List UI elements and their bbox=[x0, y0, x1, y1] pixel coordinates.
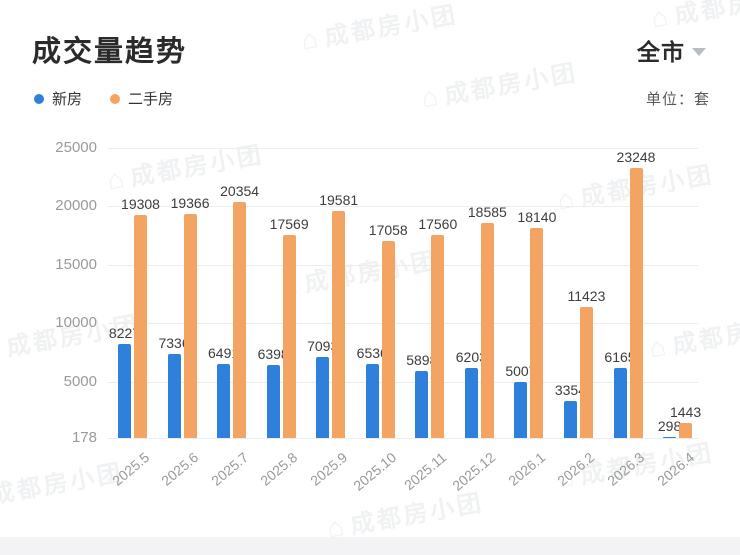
unit-label: 单位：套 bbox=[645, 91, 710, 108]
new-home-bar bbox=[316, 357, 330, 438]
x-axis-label: 2026.1 bbox=[505, 449, 549, 489]
resale-home-bar bbox=[579, 306, 593, 438]
region-selector-label: 全市 bbox=[637, 39, 685, 65]
page-title: 成交量趋势 bbox=[32, 36, 188, 68]
x-axis-label: 2025.10 bbox=[350, 449, 400, 494]
resale-home-bar bbox=[431, 234, 445, 438]
bar-value-label: 6165 bbox=[604, 349, 636, 366]
gridline bbox=[108, 264, 698, 266]
bar-value-label: 3354 bbox=[554, 381, 587, 398]
bar-value-label: 18140 bbox=[517, 209, 557, 226]
resale-home-bar bbox=[480, 222, 494, 438]
resale-home-bar bbox=[629, 168, 643, 438]
x-axis-label: 2026.4 bbox=[653, 449, 697, 489]
x-axis-label: 2025.12 bbox=[449, 449, 499, 494]
legend-item-label: 新房 bbox=[52, 91, 83, 108]
bar-value-label: 17560 bbox=[418, 215, 458, 232]
gridline bbox=[108, 148, 698, 149]
new-home-bar bbox=[563, 400, 577, 438]
x-axis-label: 2025.8 bbox=[257, 449, 301, 489]
new-home-bar bbox=[663, 436, 677, 438]
legend-item-resale-home[interactable]: 二手房 bbox=[110, 88, 173, 109]
y-axis-tick-label: 178 bbox=[71, 429, 97, 446]
bar-value-label: 5898 bbox=[406, 352, 438, 369]
bar-value-label: 8227 bbox=[108, 324, 141, 341]
x-axis-label: 2026.2 bbox=[554, 449, 598, 489]
x-axis-label: 2025.5 bbox=[108, 449, 152, 489]
bar-value-label: 6203 bbox=[455, 348, 487, 365]
new-home-bar bbox=[514, 381, 528, 438]
bar-value-label: 17058 bbox=[368, 221, 408, 238]
new-home-bar bbox=[415, 371, 429, 438]
bar-value-label: 7336 bbox=[158, 335, 190, 352]
bar-value-label: 19581 bbox=[319, 192, 359, 209]
gridline bbox=[108, 438, 698, 439]
y-axis-tick-label: 25000 bbox=[55, 139, 97, 156]
resale-home-bar bbox=[332, 211, 346, 438]
chart-legend: 新房 二手房 bbox=[34, 88, 173, 109]
resale-home-bar bbox=[282, 234, 296, 438]
chevron-down-icon bbox=[692, 47, 706, 56]
resale-home-bar bbox=[134, 214, 147, 438]
bar-value-label: 1443 bbox=[669, 404, 702, 421]
bar-value-label: 18585 bbox=[467, 203, 507, 220]
bar-value-label: 6536 bbox=[356, 344, 388, 361]
resale-home-bar bbox=[233, 202, 247, 438]
gridline bbox=[108, 323, 698, 325]
new-home-bar bbox=[365, 363, 379, 438]
new-home-bar bbox=[118, 343, 131, 438]
gridline bbox=[108, 381, 698, 383]
bar-value-label: 11423 bbox=[567, 287, 606, 304]
legend-marker bbox=[34, 93, 44, 104]
bar-value-label: 20354 bbox=[220, 183, 260, 200]
resale-home-bar bbox=[381, 240, 395, 438]
bottom-strip bbox=[0, 537, 740, 555]
y-axis-tick-label: 10000 bbox=[55, 314, 97, 332]
new-home-bar bbox=[167, 354, 181, 438]
x-axis-label: 2026.3 bbox=[604, 449, 648, 489]
bar-value-label: 298 bbox=[657, 417, 682, 434]
bar-value-label: 6398 bbox=[257, 346, 289, 363]
x-axis-label: 2025.11 bbox=[400, 449, 450, 494]
bar-value-label: 5007 bbox=[505, 362, 537, 379]
gridline bbox=[108, 206, 698, 208]
y-axis-tick-label: 20000 bbox=[55, 197, 97, 215]
x-axis-label: 2025.6 bbox=[158, 449, 202, 489]
legend-marker bbox=[110, 93, 121, 104]
legend-item-new-home[interactable]: 新房 bbox=[34, 88, 82, 109]
y-axis-tick-label: 15000 bbox=[55, 255, 97, 273]
region-selector[interactable]: 全市 bbox=[637, 33, 706, 67]
new-home-bar bbox=[613, 368, 627, 438]
bar-value-label: 19308 bbox=[121, 195, 160, 212]
bar-value-label: 6491 bbox=[208, 345, 240, 362]
new-home-bar bbox=[266, 365, 280, 438]
y-axis-tick-label: 5000 bbox=[63, 372, 97, 390]
legend-item-label: 二手房 bbox=[128, 91, 174, 108]
bar-value-label: 19366 bbox=[170, 194, 210, 211]
resale-home-bar bbox=[679, 423, 693, 438]
bar-value-label: 7093 bbox=[307, 338, 339, 355]
new-home-bar bbox=[464, 367, 478, 438]
bar-value-label: 17569 bbox=[269, 215, 309, 232]
resale-home-bar bbox=[183, 213, 197, 438]
new-home-bar bbox=[217, 364, 231, 438]
bar-value-label: 23248 bbox=[616, 149, 656, 166]
x-axis-label: 2025.9 bbox=[306, 449, 350, 489]
resale-home-bar bbox=[530, 228, 544, 438]
x-axis-label: 2025.7 bbox=[207, 449, 251, 489]
